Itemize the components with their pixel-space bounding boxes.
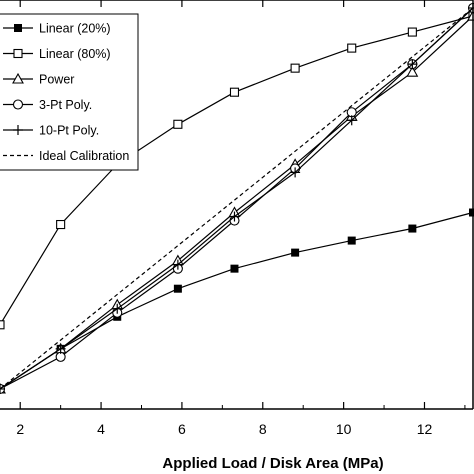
x-tick-label: 10 bbox=[336, 421, 352, 437]
data-point-4-4 bbox=[229, 211, 240, 222]
data-point-0-3 bbox=[173, 284, 182, 293]
data-point-1-7 bbox=[407, 27, 417, 37]
legend-marker-1 bbox=[13, 48, 23, 59]
data-point-1-6 bbox=[347, 43, 357, 53]
legend-label-4: 10-Pt Poly. bbox=[39, 124, 99, 138]
data-point-0-4 bbox=[230, 264, 239, 273]
legend-marker-0 bbox=[14, 24, 22, 32]
data-point-0-7 bbox=[408, 224, 417, 233]
data-point-4-6 bbox=[346, 115, 357, 126]
data-point-0-6 bbox=[347, 236, 356, 245]
data-point-0-8 bbox=[469, 208, 474, 217]
x-tick-label: 12 bbox=[417, 421, 433, 437]
legend: Linear (20%) Linear (80%) Power 3-Pt Poly. 1… bbox=[0, 13, 139, 171]
data-point-4-7 bbox=[407, 59, 418, 70]
x-tick-label: 8 bbox=[259, 421, 267, 437]
data-point-1-3 bbox=[173, 119, 183, 129]
series-line-5 bbox=[0, 7, 474, 390]
data-point-4-0 bbox=[0, 383, 5, 394]
data-point-1-4 bbox=[229, 87, 240, 97]
legend-label-5: Ideal Calibration bbox=[39, 149, 129, 163]
legend-label-2: Power bbox=[39, 73, 74, 87]
legend-marker-4 bbox=[13, 125, 23, 135]
data-point-4-3 bbox=[172, 259, 183, 270]
x-tick-label: 4 bbox=[97, 421, 105, 437]
data-point-4-5 bbox=[290, 167, 301, 178]
data-point-4-2 bbox=[112, 303, 123, 314]
x-axis-title: Applied Load / Disk Area (MPa) bbox=[162, 455, 383, 472]
data-point-4-1 bbox=[55, 343, 66, 354]
x-tick-label: 6 bbox=[178, 421, 186, 437]
legend-label-3: 3-Pt Poly. bbox=[39, 98, 92, 112]
legend-box bbox=[0, 13, 139, 171]
data-point-1-5 bbox=[290, 63, 300, 73]
x-tick-label: 2 bbox=[16, 421, 24, 437]
data-point-1-1 bbox=[56, 219, 66, 230]
data-point-2-7 bbox=[406, 66, 419, 77]
legend-marker-3 bbox=[12, 99, 24, 110]
data-point-0-5 bbox=[291, 248, 300, 257]
legend-label-1: Linear (80%) bbox=[39, 47, 111, 61]
legend-label-0: Linear (20%) bbox=[39, 22, 111, 36]
axes-layer: 2 4 6 8 10 12 bbox=[0, 0, 474, 437]
legend-marker-2 bbox=[12, 72, 24, 84]
data-point-1-0 bbox=[0, 320, 5, 330]
